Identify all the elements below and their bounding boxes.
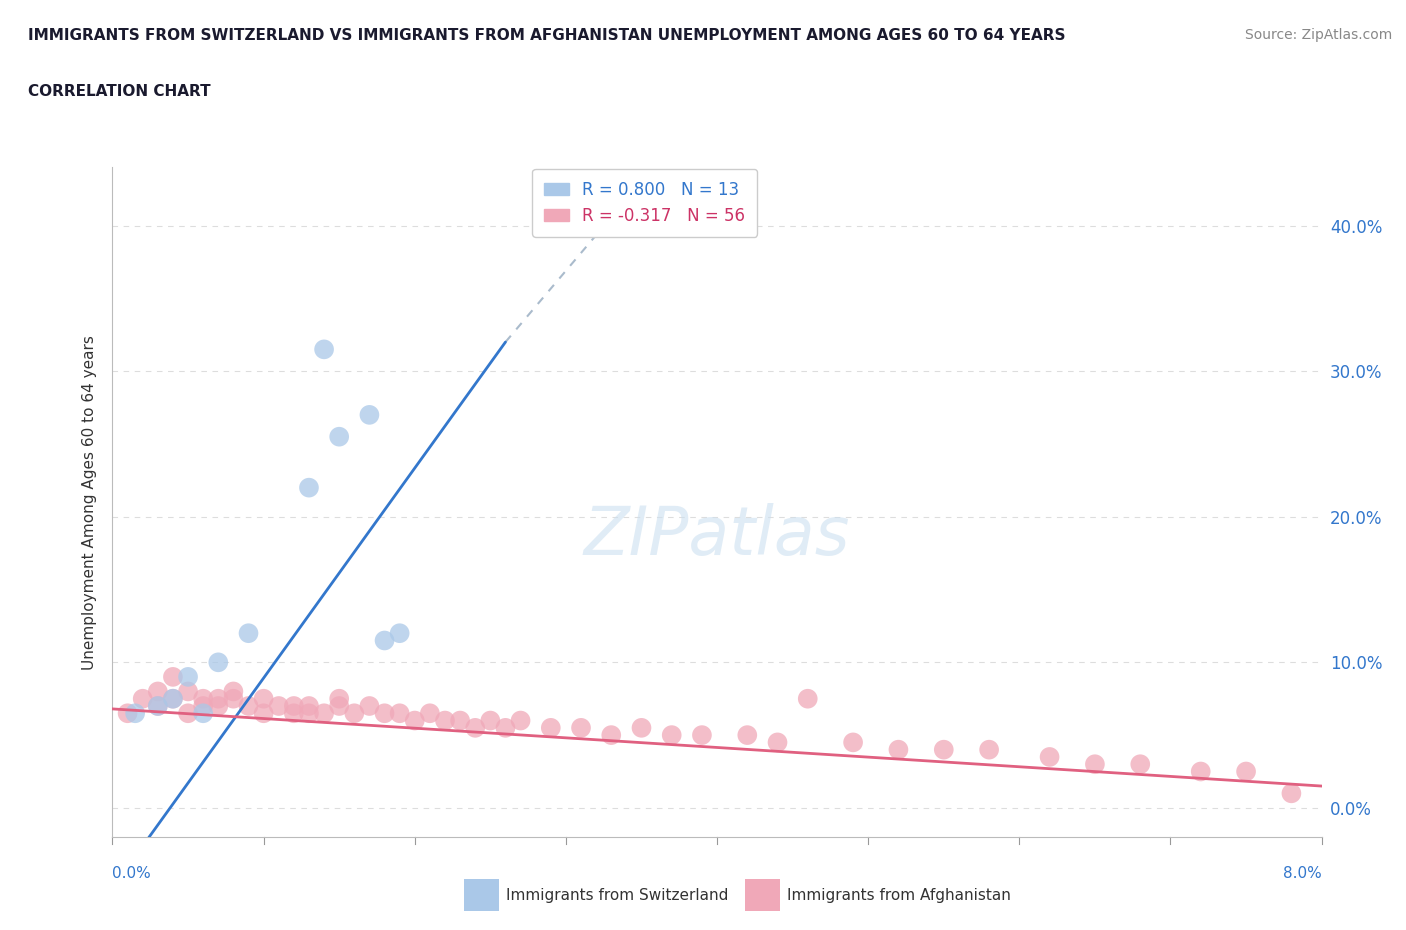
Point: [464, 721, 486, 736]
Point: [132, 691, 155, 706]
Point: [207, 691, 229, 706]
Point: [191, 698, 215, 713]
Point: [359, 407, 381, 422]
Text: Source: ZipAtlas.com: Source: ZipAtlas.com: [1244, 28, 1392, 42]
Point: [162, 691, 184, 706]
Point: [1279, 786, 1302, 801]
Point: [373, 706, 396, 721]
Point: [177, 670, 200, 684]
Point: [222, 691, 245, 706]
Point: [343, 706, 366, 721]
Point: [312, 342, 335, 357]
Text: Immigrants from Switzerland: Immigrants from Switzerland: [506, 888, 728, 903]
Point: [359, 698, 381, 713]
Point: [766, 735, 789, 750]
Text: CORRELATION CHART: CORRELATION CHART: [28, 84, 211, 99]
Text: ZIPatlas: ZIPatlas: [583, 503, 851, 568]
Point: [238, 698, 260, 713]
Point: [495, 721, 517, 736]
Point: [737, 727, 759, 742]
Point: [146, 698, 169, 713]
Point: [1129, 757, 1152, 772]
Point: [1084, 757, 1107, 772]
Point: [253, 691, 276, 706]
Point: [433, 713, 456, 728]
Point: [404, 713, 426, 728]
Point: [238, 626, 260, 641]
Y-axis label: Unemployment Among Ages 60 to 64 years: Unemployment Among Ages 60 to 64 years: [82, 335, 97, 670]
Point: [1189, 764, 1212, 779]
Point: [796, 691, 818, 706]
Point: [191, 691, 215, 706]
Point: [569, 721, 592, 736]
Point: [887, 742, 910, 757]
Point: [979, 742, 1001, 757]
Point: [207, 698, 229, 713]
Point: [177, 684, 200, 698]
Text: 8.0%: 8.0%: [1282, 866, 1322, 881]
Legend: R = 0.800   N = 13, R = -0.317   N = 56: R = 0.800 N = 13, R = -0.317 N = 56: [533, 169, 756, 237]
Point: [630, 721, 652, 736]
Point: [162, 691, 184, 706]
Point: [298, 706, 321, 721]
Text: IMMIGRANTS FROM SWITZERLAND VS IMMIGRANTS FROM AFGHANISTAN UNEMPLOYMENT AMONG AG: IMMIGRANTS FROM SWITZERLAND VS IMMIGRANT…: [28, 28, 1066, 43]
Point: [449, 713, 471, 728]
Point: [690, 727, 713, 742]
Point: [124, 706, 146, 721]
Point: [932, 742, 955, 757]
Point: [540, 721, 562, 736]
Point: [298, 480, 321, 495]
Point: [328, 691, 350, 706]
Point: [388, 626, 411, 641]
Point: [388, 706, 411, 721]
Point: [162, 670, 184, 684]
Point: [328, 698, 350, 713]
Point: [283, 706, 305, 721]
Point: [509, 713, 531, 728]
Point: [600, 727, 623, 742]
Point: [1234, 764, 1257, 779]
Point: [146, 684, 169, 698]
Point: [661, 727, 683, 742]
Text: Immigrants from Afghanistan: Immigrants from Afghanistan: [787, 888, 1011, 903]
Point: [312, 706, 335, 721]
Point: [267, 698, 290, 713]
Point: [207, 655, 229, 670]
Point: [283, 698, 305, 713]
Point: [222, 684, 245, 698]
Point: [191, 706, 215, 721]
Text: 0.0%: 0.0%: [112, 866, 152, 881]
Point: [842, 735, 865, 750]
Point: [177, 706, 200, 721]
Point: [253, 706, 276, 721]
Point: [146, 698, 169, 713]
Point: [328, 430, 350, 445]
Point: [419, 706, 441, 721]
Point: [373, 633, 396, 648]
Point: [1038, 750, 1062, 764]
Point: [298, 698, 321, 713]
Point: [117, 706, 139, 721]
Point: [479, 713, 502, 728]
